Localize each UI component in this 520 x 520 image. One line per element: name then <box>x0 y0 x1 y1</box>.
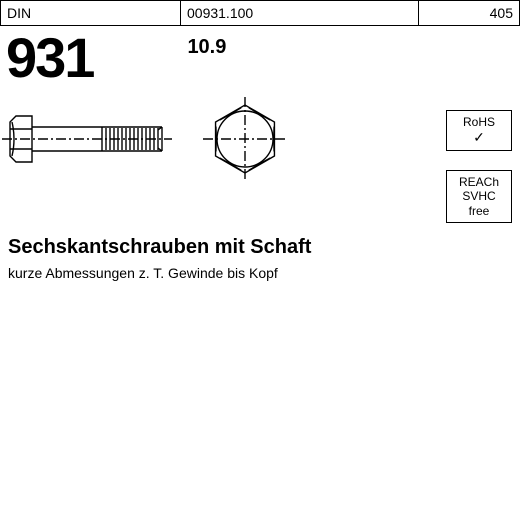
rohs-label: RoHS <box>463 115 495 129</box>
strength-grade: 10.9 <box>187 36 226 59</box>
header-standard: DIN <box>1 1 181 25</box>
header-ref: 405 <box>419 1 519 25</box>
product-subtitle: kurze Abmessungen z. T. Gewinde bis Kopf <box>8 265 512 281</box>
header-row: DIN 00931.100 405 <box>0 0 520 26</box>
header-code: 00931.100 <box>181 1 419 25</box>
product-title: Sechskantschrauben mit Schaft <box>8 236 512 259</box>
reach-badge: REACh SVHC free <box>446 170 512 223</box>
check-icon: ✓ <box>473 129 485 146</box>
reach-line3: free <box>469 204 490 218</box>
designation-row: 931 10.9 <box>0 26 520 86</box>
part-number: 931 <box>6 30 93 86</box>
title-block: Sechskantschrauben mit Schaft kurze Abme… <box>0 236 520 281</box>
reach-line2: SVHC <box>462 189 495 203</box>
technical-drawing <box>0 86 520 236</box>
rohs-badge: RoHS ✓ <box>446 110 512 151</box>
reach-line1: REACh <box>459 175 499 189</box>
